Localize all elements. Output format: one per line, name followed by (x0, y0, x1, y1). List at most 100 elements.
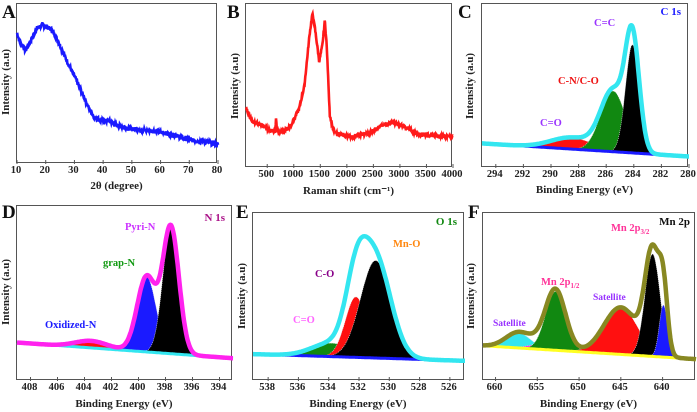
annotation-text: Mn 2p (541, 277, 571, 288)
x-tick-label: 60 (154, 165, 165, 176)
x-tick-label: 288 (569, 169, 586, 180)
annotation-text: Mn 2p (611, 223, 641, 234)
x-tick-label: 396 (183, 382, 200, 393)
x-tick-label: 282 (652, 169, 669, 180)
annotation-satellite: Satellite (593, 293, 626, 303)
component-peak-pyri-n (16, 227, 234, 359)
annotation-mn-2p32: Mn 2p3/2 (611, 223, 649, 236)
x-tick-label: 284 (624, 169, 641, 180)
annotation-sub: 3/2 (640, 228, 650, 237)
x-tick-label: 538 (259, 382, 276, 393)
x-tick-label: 528 (410, 382, 427, 393)
series-line (244, 8, 454, 143)
chart-svg (15, 222, 235, 381)
x-tick-label: 530 (380, 382, 397, 393)
x-tick-label: 30 (68, 165, 79, 176)
spectrum-tag: C 1s (660, 6, 681, 18)
y-axis-label: Intensity (a.u) (464, 53, 476, 120)
annotation-grap-n: grap-N (103, 258, 136, 269)
x-tick-label: 294 (486, 169, 503, 180)
annotation-pyri-n: Pyri-N (125, 222, 156, 233)
y-axis-label: Intensity (a.u) (0, 49, 12, 116)
component-peak-mn-o (253, 260, 465, 362)
x-tick-label: 645 (611, 382, 628, 393)
x-axis-label: 2θ (degree) (90, 180, 143, 192)
x-tick-label: 402 (102, 382, 119, 393)
x-tick-label: 534 (319, 382, 336, 393)
x-tick-label: 20 (39, 165, 50, 176)
plot-area: Mn 2p Mn 2p3/2 Mn 2p1/2 Satellite Satell… (481, 212, 697, 381)
annotation-satellite: Satellite (493, 319, 526, 329)
annotation-c-n-c-o: C-N/C-O (558, 76, 599, 87)
series-line (15, 22, 220, 149)
y-axis-label: Intensity (a.u) (236, 263, 248, 330)
annotation-c-o: C-O (315, 269, 335, 280)
spectrum-tag: N 1s (204, 212, 225, 224)
plot-area (244, 3, 454, 168)
plot-area: N 1s Pyri-N grap-N Oxidized-N (15, 205, 235, 381)
x-tick-label: 655 (528, 382, 545, 393)
x-tick-label: 526 (440, 382, 457, 393)
y-axis-label: Intensity (a.u) (0, 259, 12, 326)
x-tick-label: 404 (75, 382, 92, 393)
x-tick-label: 10 (10, 165, 22, 176)
annotation-mn-2p12: Mn 2p1/2 (541, 277, 579, 290)
annotation-c-eq-o: C=O (293, 315, 315, 326)
annotation-c-eq-c: C=C (594, 18, 616, 29)
x-tick-label: 532 (350, 382, 366, 393)
x-tick-label: 50 (125, 165, 137, 176)
x-tick-label: 398 (156, 382, 173, 393)
plot-area (15, 3, 220, 164)
annotation-sub: 1/2 (570, 282, 580, 291)
x-tick-label: 1000 (282, 169, 304, 180)
x-tick-label: 400 (129, 382, 146, 393)
x-tick-label: 640 (653, 382, 670, 393)
chart-svg (481, 242, 697, 381)
spectrum-tag: O 1s (435, 216, 457, 228)
plot-area: C 1s C=C C-N/C-O C=O (480, 3, 691, 168)
x-tick-label: 1500 (308, 169, 330, 180)
panel-letter: B (227, 2, 240, 23)
x-tick-label: 406 (48, 382, 65, 393)
x-tick-label: 280 (680, 169, 696, 180)
y-axis-label: Intensity (a.u) (229, 53, 241, 120)
x-tick-label: 394 (210, 382, 227, 393)
x-tick-label: 40 (96, 165, 108, 176)
x-tick-label: 2000 (335, 169, 357, 180)
x-axis-label: Raman shift (cm⁻¹) (303, 185, 394, 197)
x-tick-label: 80 (211, 165, 223, 176)
spectrum-tag: Mn 2p (659, 216, 690, 228)
envelope-line (251, 234, 467, 364)
panel-letter: C (458, 2, 472, 23)
x-tick-label: 2500 (361, 169, 383, 180)
x-tick-label: 536 (289, 382, 306, 393)
x-tick-label: 3500 (414, 169, 436, 180)
x-axis-label: Binding Energy (eV) (535, 184, 634, 196)
chart-svg (480, 22, 691, 168)
background-line (482, 344, 697, 361)
envelope-line (480, 22, 691, 159)
chart-svg (15, 22, 220, 164)
x-axis-label: Binding Energy (eV) (309, 398, 407, 410)
panel-letter: E (236, 202, 249, 223)
component-peak-c-c (482, 44, 689, 157)
envelope-line (481, 242, 697, 362)
panel-letter: A (2, 2, 16, 23)
chart-svg (251, 234, 467, 381)
x-tick-label: 408 (21, 382, 38, 393)
x-tick-label: 290 (542, 169, 558, 180)
x-axis-label: Binding Energy (eV) (75, 398, 173, 410)
panel-letter: F (468, 202, 480, 223)
y-axis-label: Intensity (a.u) (465, 263, 477, 330)
x-tick-label: 660 (486, 382, 503, 393)
annotation-mn-o: Mn-O (393, 239, 421, 250)
x-tick-label: 286 (597, 169, 614, 180)
x-tick-label: 4000 (441, 169, 463, 180)
annotation-oxidized-n: Oxidized-N (45, 320, 97, 331)
x-tick-label: 3000 (388, 169, 410, 180)
x-axis-label: Binding Energy (eV) (539, 398, 638, 410)
x-tick-label: 500 (258, 169, 275, 180)
plot-area: O 1s Mn-O C-O C=O (251, 212, 467, 381)
envelope-line (15, 222, 235, 361)
chart-svg (244, 8, 454, 168)
